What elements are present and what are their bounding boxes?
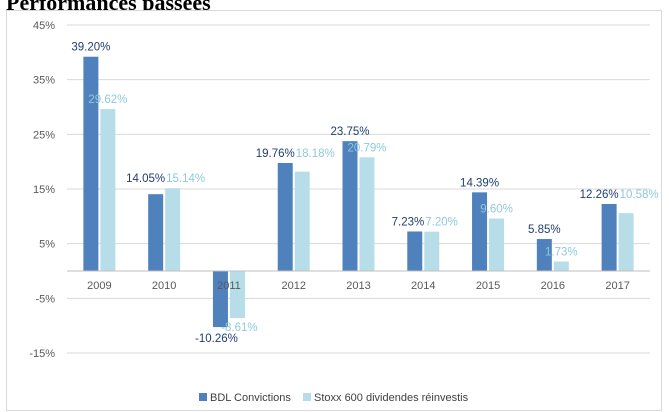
x-tick-label: 2009 — [87, 280, 111, 292]
legend-label: BDL Convictions — [210, 392, 291, 404]
data-label-stoxx: 18.18% — [296, 148, 335, 160]
x-tick-label: 2012 — [281, 280, 305, 292]
bar-stoxx-2010 — [165, 188, 181, 271]
legend-swatch — [199, 393, 207, 401]
bar-stoxx-2014 — [424, 231, 440, 271]
data-label-bdl: 39.20% — [71, 42, 110, 54]
bar-stoxx-2016 — [553, 261, 569, 271]
bar-bdl-2009 — [83, 56, 99, 271]
bar-stoxx-2011 — [229, 271, 245, 319]
x-tick-label: 2011 — [217, 280, 241, 292]
data-labels: 39.20% 29.62% 14.05% 15.14% -10.26%-8.61% 19.… — [71, 42, 658, 345]
legend: BDL Convictions Stoxx 600 dividendes réin… — [199, 392, 469, 404]
bar-bdl-2012 — [277, 162, 293, 271]
x-tick-label: 2016 — [541, 280, 565, 292]
legend-item: BDL Convictions — [199, 392, 291, 404]
data-label-stoxx: 1.73% — [545, 247, 578, 259]
bar-bdl-2016 — [536, 239, 552, 271]
bar-stoxx-2012 — [294, 171, 310, 271]
bars — [83, 56, 634, 328]
y-tick-label: 45% — [33, 20, 55, 32]
data-label-stoxx: 9.60% — [480, 204, 513, 216]
legend-item: Stoxx 600 dividendes réinvestis — [303, 392, 469, 404]
data-label-bdl: 14.39% — [460, 177, 499, 189]
data-label-bdl: -10.26% — [195, 333, 238, 345]
data-label-bdl: 14.05% — [126, 173, 165, 185]
y-tick-label: 35% — [33, 75, 55, 87]
bar-stoxx-2013 — [359, 157, 375, 271]
bar-bdl-2015 — [472, 192, 488, 271]
y-tick-label: 25% — [33, 129, 55, 141]
x-tick-label: 2010 — [152, 280, 176, 292]
bar-bdl-2014 — [407, 231, 423, 271]
bar-bdl-2013 — [342, 141, 358, 271]
data-label-bdl: 23.75% — [330, 126, 369, 138]
x-tick-label: 2017 — [605, 280, 629, 292]
legend-swatch — [303, 393, 311, 401]
bar-stoxx-2009 — [100, 109, 116, 271]
x-tick-label: 2015 — [476, 280, 500, 292]
data-label-stoxx: 10.58% — [620, 189, 659, 201]
bar-bdl-2017 — [601, 203, 617, 271]
data-label-bdl: 5.85% — [528, 224, 561, 236]
x-tick-label: 2013 — [346, 280, 370, 292]
bar-stoxx-2017 — [618, 213, 634, 271]
data-label-bdl: 7.23% — [392, 216, 425, 228]
y-tick-label: 5% — [39, 239, 55, 251]
data-label-stoxx: 20.79% — [347, 142, 386, 154]
gridlines — [67, 24, 650, 354]
bar-bdl-2011 — [212, 271, 228, 328]
data-label-stoxx: 7.20% — [425, 216, 458, 228]
y-tick-label: -5% — [35, 293, 55, 305]
legend-label: Stoxx 600 dividendes réinvestis — [314, 392, 469, 404]
y-axis: 45% 35% 25% 15% 5% -5% -15% — [29, 20, 55, 360]
x-tick-label: 2014 — [411, 280, 435, 292]
y-tick-label: -15% — [29, 348, 55, 360]
data-label-stoxx: 15.14% — [166, 173, 205, 185]
bar-stoxx-2015 — [489, 218, 505, 271]
y-tick-label: 15% — [33, 184, 55, 196]
x-axis: 2009 2010 2011 2012 2013 2014 2015 2016 2017 — [87, 280, 630, 292]
data-label-stoxx: 29.62% — [88, 94, 127, 106]
data-label-stoxx: -8.61% — [221, 322, 257, 334]
bar-bdl-2010 — [148, 194, 164, 271]
data-label-bdl: 19.76% — [256, 148, 295, 160]
data-label-bdl: 12.26% — [580, 189, 619, 201]
